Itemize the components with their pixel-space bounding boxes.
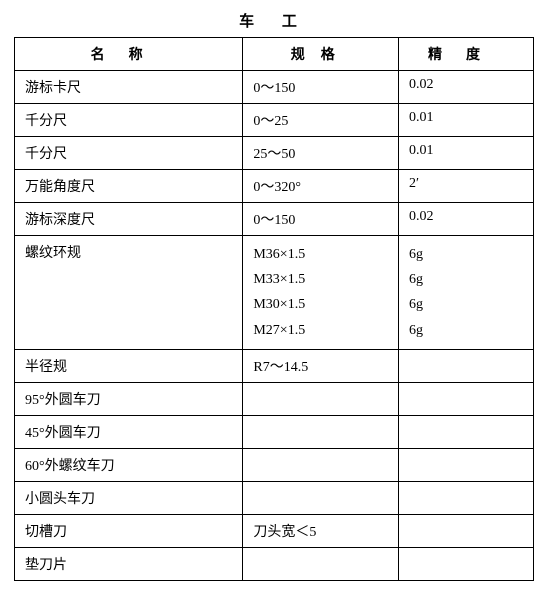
cell-precision: 0.02 bbox=[399, 203, 534, 236]
header-row: 名称 规格 精度 bbox=[15, 38, 534, 71]
tool-table: 名称 规格 精度 游标卡尺0～1500.02千分尺0～250.01千分尺25～5… bbox=[14, 37, 534, 581]
cell-precision: 2′ bbox=[399, 170, 534, 203]
cell-name: 千分尺 bbox=[15, 137, 243, 170]
table-row: 45°外圆车刀 bbox=[15, 415, 534, 448]
header-precision: 精度 bbox=[399, 38, 534, 71]
cell-spec: 25～50 bbox=[243, 137, 399, 170]
table-row: 半径规R7～14.5 bbox=[15, 349, 534, 382]
cell-spec: 0～150 bbox=[243, 71, 399, 104]
cell-precision: 0.02 bbox=[399, 71, 534, 104]
cell-name: 60°外螺纹车刀 bbox=[15, 448, 243, 481]
cell-precision bbox=[399, 481, 534, 514]
cell-spec bbox=[243, 448, 399, 481]
cell-name: 半径规 bbox=[15, 349, 243, 382]
table-row: 95°外圆车刀 bbox=[15, 382, 534, 415]
header-spec: 规格 bbox=[243, 38, 399, 71]
header-name: 名称 bbox=[15, 38, 243, 71]
cell-precision: 0.01 bbox=[399, 104, 534, 137]
cell-spec bbox=[243, 547, 399, 580]
cell-precision: 6g6g6g6g bbox=[399, 236, 534, 350]
table-row: 垫刀片 bbox=[15, 547, 534, 580]
cell-spec bbox=[243, 382, 399, 415]
cell-spec: 0～150 bbox=[243, 203, 399, 236]
cell-spec: R7～14.5 bbox=[243, 349, 399, 382]
table-row: 小圆头车刀 bbox=[15, 481, 534, 514]
table-row: 万能角度尺0～320°2′ bbox=[15, 170, 534, 203]
cell-name: 45°外圆车刀 bbox=[15, 415, 243, 448]
cell-spec bbox=[243, 415, 399, 448]
page-title: 车 工 bbox=[10, 10, 538, 31]
cell-spec bbox=[243, 481, 399, 514]
cell-precision bbox=[399, 448, 534, 481]
cell-name: 游标深度尺 bbox=[15, 203, 243, 236]
table-row: 切槽刀刀头宽＜5 bbox=[15, 514, 534, 547]
cell-spec: M36×1.5M33×1.5M30×1.5M27×1.5 bbox=[243, 236, 399, 350]
cell-spec: 刀头宽＜5 bbox=[243, 514, 399, 547]
cell-name: 游标卡尺 bbox=[15, 71, 243, 104]
table-row: 千分尺25～500.01 bbox=[15, 137, 534, 170]
cell-precision bbox=[399, 547, 534, 580]
table-row: 游标卡尺0～1500.02 bbox=[15, 71, 534, 104]
cell-name: 垫刀片 bbox=[15, 547, 243, 580]
table-row: 60°外螺纹车刀 bbox=[15, 448, 534, 481]
table-row: 千分尺0～250.01 bbox=[15, 104, 534, 137]
cell-spec: 0～320° bbox=[243, 170, 399, 203]
cell-name: 95°外圆车刀 bbox=[15, 382, 243, 415]
table-row: 螺纹环规M36×1.5M33×1.5M30×1.5M27×1.56g6g6g6g bbox=[15, 236, 534, 350]
cell-precision bbox=[399, 349, 534, 382]
cell-name: 万能角度尺 bbox=[15, 170, 243, 203]
cell-precision bbox=[399, 382, 534, 415]
cell-precision bbox=[399, 415, 534, 448]
cell-spec: 0～25 bbox=[243, 104, 399, 137]
cell-precision: 0.01 bbox=[399, 137, 534, 170]
table-row: 游标深度尺0～1500.02 bbox=[15, 203, 534, 236]
cell-name: 小圆头车刀 bbox=[15, 481, 243, 514]
cell-name: 千分尺 bbox=[15, 104, 243, 137]
cell-name: 螺纹环规 bbox=[15, 236, 243, 350]
cell-name: 切槽刀 bbox=[15, 514, 243, 547]
cell-precision bbox=[399, 514, 534, 547]
